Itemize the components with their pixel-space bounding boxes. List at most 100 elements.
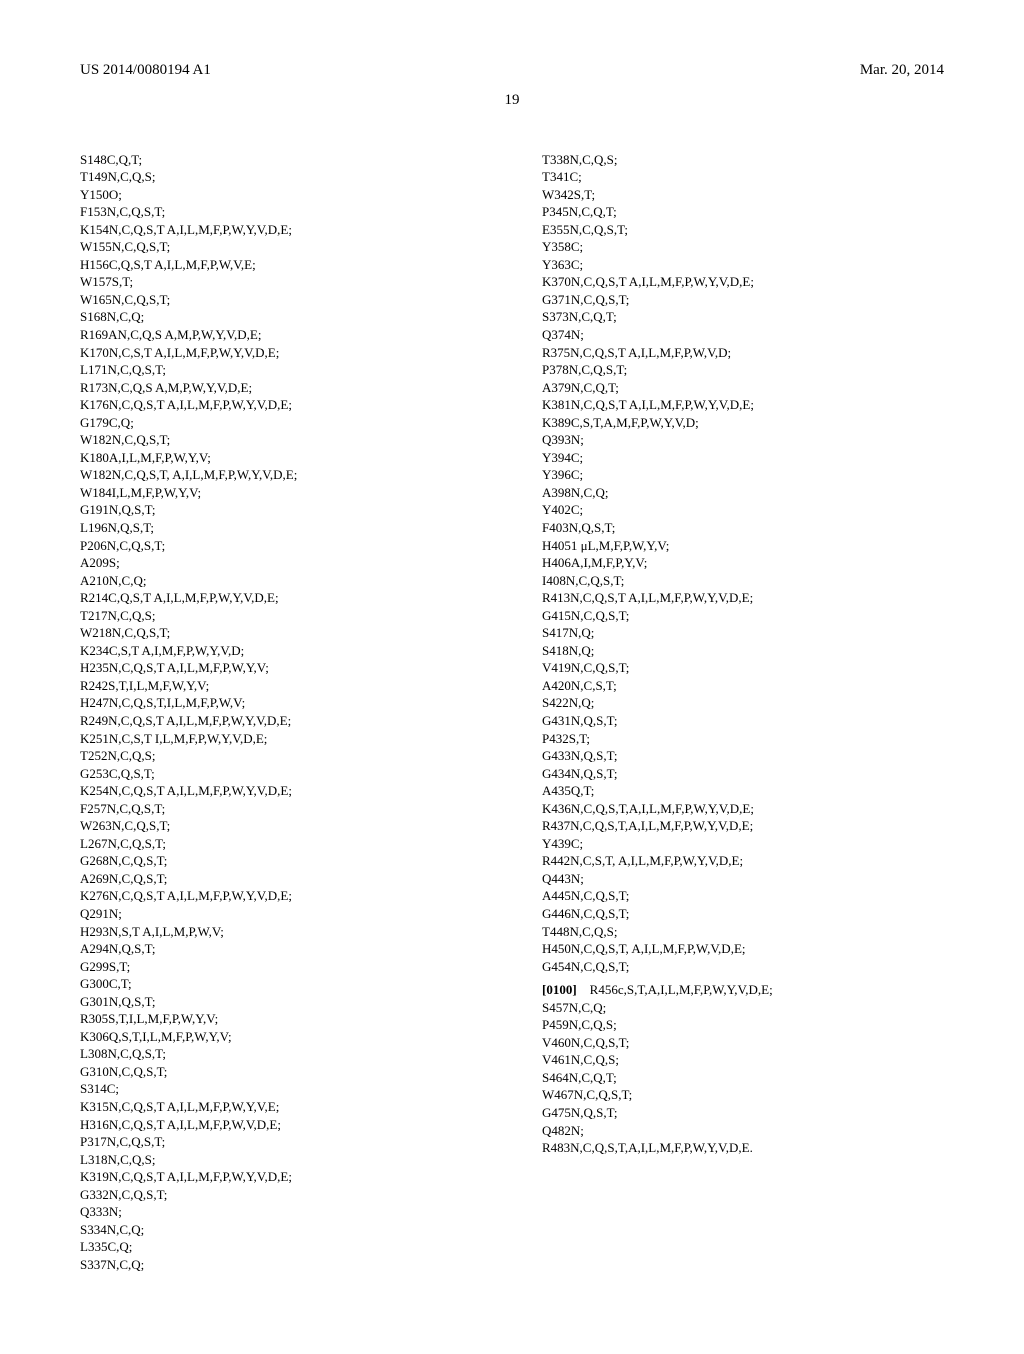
mutation-line: Y394C; <box>542 449 944 467</box>
mutation-line: G371N,C,Q,S,T; <box>542 291 944 309</box>
mutation-line: R483N,C,Q,S,T,A,I,L,M,F,P,W,Y,V,D,E. <box>542 1139 944 1157</box>
mutation-line: G431N,Q,S,T; <box>542 712 944 730</box>
mutation-line: K315N,C,Q,S,T A,I,L,M,F,P,W,Y,V,E; <box>80 1098 482 1116</box>
mutation-line: A269N,C,Q,S,T; <box>80 870 482 888</box>
mutation-line: L196N,Q,S,T; <box>80 519 482 537</box>
mutation-line: W157S,T; <box>80 273 482 291</box>
mutation-line: K170N,C,S,T A,I,L,M,F,P,W,Y,V,D,E; <box>80 344 482 362</box>
mutation-line: H406A,I,M,F,P,Y,V; <box>542 554 944 572</box>
mutation-line: V460N,C,Q,S,T; <box>542 1034 944 1052</box>
mutation-line: P459N,C,Q,S; <box>542 1016 944 1034</box>
mutation-line: W467N,C,Q,S,T; <box>542 1086 944 1104</box>
mutation-line: Y150O; <box>80 186 482 204</box>
mutation-line: L318N,C,Q,S; <box>80 1151 482 1169</box>
mutation-line: G191N,Q,S,T; <box>80 501 482 519</box>
mutation-line: H247N,C,Q,S,T,I,L,M,F,P,W,V; <box>80 694 482 712</box>
mutation-line: L308N,C,Q,S,T; <box>80 1045 482 1063</box>
mutation-line: F153N,C,Q,S,T; <box>80 203 482 221</box>
mutation-line: G475N,Q,S,T; <box>542 1104 944 1122</box>
mutation-line: Q291N; <box>80 905 482 923</box>
mutation-line: G299S,T; <box>80 958 482 976</box>
mutation-line: S337N,C,Q; <box>80 1256 482 1274</box>
mutation-line: T448N,C,Q,S; <box>542 923 944 941</box>
mutation-line: P206N,C,Q,S,T; <box>80 537 482 555</box>
mutation-line: K251N,C,S,T I,L,M,F,P,W,Y,V,D,E; <box>80 730 482 748</box>
mutation-line: K254N,C,Q,S,T A,I,L,M,F,P,W,Y,V,D,E; <box>80 782 482 800</box>
mutation-line: W165N,C,Q,S,T; <box>80 291 482 309</box>
mutation-line: Q333N; <box>80 1203 482 1221</box>
mutation-line: S373N,C,Q,T; <box>542 308 944 326</box>
mutation-line: S314C; <box>80 1080 482 1098</box>
mutation-line: R413N,C,Q,S,T A,I,L,M,F,P,W,Y,V,D,E; <box>542 589 944 607</box>
mutation-line: W182N,C,Q,S,T; <box>80 431 482 449</box>
mutation-line: K176N,C,Q,S,T A,I,L,M,F,P,W,Y,V,D,E; <box>80 396 482 414</box>
mutation-line: F257N,C,Q,S,T; <box>80 800 482 818</box>
mutation-line: Q443N; <box>542 870 944 888</box>
mutation-line: R242S,T,I,L,M,F,W,Y,V; <box>80 677 482 695</box>
mutation-line: R249N,C,Q,S,T A,I,L,M,F,P,W,Y,V,D,E; <box>80 712 482 730</box>
mutation-line: R442N,C,S,T, A,I,L,M,F,P,W,Y,V,D,E; <box>542 852 944 870</box>
mutation-line: K370N,C,Q,S,T A,I,L,M,F,P,W,Y,V,D,E; <box>542 273 944 291</box>
mutation-line: Y363C; <box>542 256 944 274</box>
mutation-line: Y396C; <box>542 466 944 484</box>
mutation-line: H4051 μL,M,F,P,W,Y,V; <box>542 537 944 555</box>
paragraph-number: [0100] <box>542 982 577 997</box>
mutation-line: K389C,S,T,A,M,F,P,W,Y,V,D; <box>542 414 944 432</box>
mutation-line: H316N,C,Q,S,T A,I,L,M,F,P,W,V,D,E; <box>80 1116 482 1134</box>
mutation-line: K180A,I,L,M,F,P,W,Y,V; <box>80 449 482 467</box>
mutation-line: L267N,C,Q,S,T; <box>80 835 482 853</box>
mutation-line: H293N,S,T A,I,L,M,P,W,V; <box>80 923 482 941</box>
paragraph-start: [0100] R456c,S,T,A,I,L,M,F,P,W,Y,V,D,E; <box>542 981 944 999</box>
mutation-line: S168N,C,Q; <box>80 308 482 326</box>
mutation-line: G433N,Q,S,T; <box>542 747 944 765</box>
mutation-line: W218N,C,Q,S,T; <box>80 624 482 642</box>
publication-number: US 2014/0080194 A1 <box>80 60 211 80</box>
mutation-line: Y358C; <box>542 238 944 256</box>
mutation-line: K234C,S,T A,I,M,F,P,W,Y,V,D; <box>80 642 482 660</box>
mutation-line: W263N,C,Q,S,T; <box>80 817 482 835</box>
mutation-line: H156C,Q,S,T A,I,L,M,F,P,W,V,E; <box>80 256 482 274</box>
mutation-line: T217N,C,Q,S; <box>80 607 482 625</box>
mutation-line: G300C,T; <box>80 975 482 993</box>
mutation-line: T341C; <box>542 168 944 186</box>
mutation-line: P378N,C,Q,S,T; <box>542 361 944 379</box>
mutation-line: G446N,C,Q,S,T; <box>542 905 944 923</box>
page-number: 19 <box>80 90 944 110</box>
mutation-line: G415N,C,Q,S,T; <box>542 607 944 625</box>
mutation-line: Q482N; <box>542 1122 944 1140</box>
mutation-line: S417N,Q; <box>542 624 944 642</box>
mutation-line: G301N,Q,S,T; <box>80 993 482 1011</box>
mutation-line: P432S,T; <box>542 730 944 748</box>
mutation-line: G179C,Q; <box>80 414 482 432</box>
column-right: T338N,C,Q,S;T341C;W342S,T;P345N,C,Q,T;E3… <box>542 151 944 1274</box>
mutation-line: A398N,C,Q; <box>542 484 944 502</box>
mutation-line: R169AN,C,Q,S A,M,P,W,Y,V,D,E; <box>80 326 482 344</box>
mutation-line: T149N,C,Q,S; <box>80 168 482 186</box>
mutation-line: R375N,C,Q,S,T A,I,L,M,F,P,W,V,D; <box>542 344 944 362</box>
mutation-line: R305S,T,I,L,M,F,P,W,Y,V; <box>80 1010 482 1028</box>
mutation-line: R173N,C,Q,S A,M,P,W,Y,V,D,E; <box>80 379 482 397</box>
mutation-line: R214C,Q,S,T A,I,L,M,F,P,W,Y,V,D,E; <box>80 589 482 607</box>
mutation-line: G253C,Q,S,T; <box>80 765 482 783</box>
mutation-line: Y402C; <box>542 501 944 519</box>
mutation-line: A445N,C,Q,S,T; <box>542 887 944 905</box>
mutation-line: S457N,C,Q; <box>542 999 944 1017</box>
mutation-line: I408N,C,Q,S,T; <box>542 572 944 590</box>
mutation-line: F403N,Q,S,T; <box>542 519 944 537</box>
mutation-line: Q374N; <box>542 326 944 344</box>
mutation-line: L171N,C,Q,S,T; <box>80 361 482 379</box>
mutation-line: V461N,C,Q,S; <box>542 1051 944 1069</box>
mutation-line: S148C,Q,T; <box>80 151 482 169</box>
mutation-line: G434N,Q,S,T; <box>542 765 944 783</box>
mutation-line: A379N,C,Q,T; <box>542 379 944 397</box>
mutation-line: R437N,C,Q,S,T,A,I,L,M,F,P,W,Y,V,D,E; <box>542 817 944 835</box>
mutation-line: Y439C; <box>542 835 944 853</box>
mutation-line: P317N,C,Q,S,T; <box>80 1133 482 1151</box>
mutation-line: W342S,T; <box>542 186 944 204</box>
mutation-line: G268N,C,Q,S,T; <box>80 852 482 870</box>
mutation-line: S464N,C,Q,T; <box>542 1069 944 1087</box>
mutation-line: G454N,C,Q,S,T; <box>542 958 944 976</box>
mutation-line: V419N,C,Q,S,T; <box>542 659 944 677</box>
mutation-line: K436N,C,Q,S,T,A,I,L,M,F,P,W,Y,V,D,E; <box>542 800 944 818</box>
mutation-line: L335C,Q; <box>80 1238 482 1256</box>
